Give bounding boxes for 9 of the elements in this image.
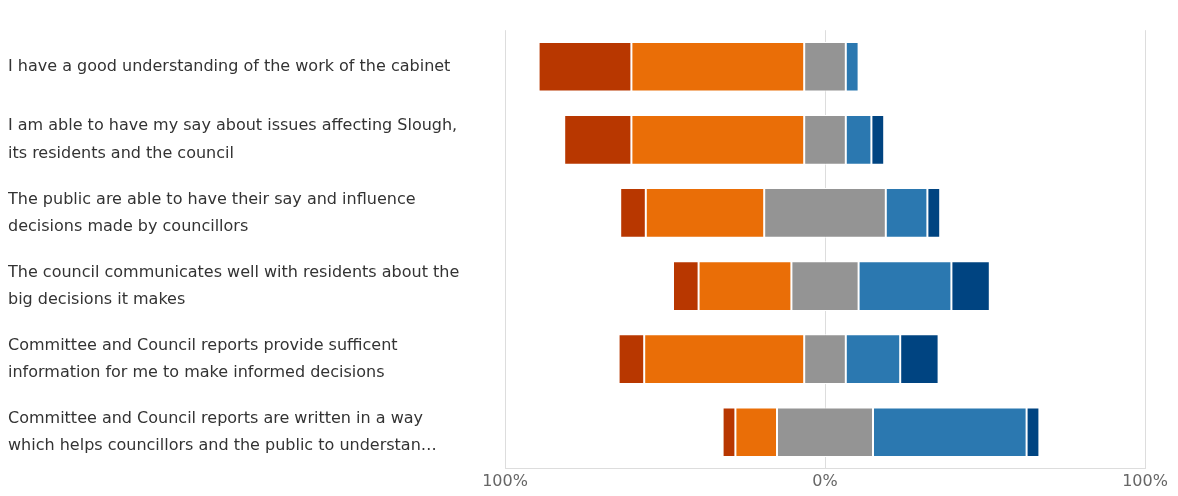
x-tick-label: 0% [812,470,838,490]
y-tick-label: Committee and Council reports are written in a way which helps councillors and the public to understan… [8,407,437,455]
x-tick-label: 100% [482,470,528,490]
x-tick-label: 100% [1122,470,1168,490]
y-tick-label: I am able to have my say about issues affecting Slough, its residents and the council [8,115,458,162]
y-tick-label: The council communicates well with residents about the big decisions it makes [7,261,460,308]
y-tick-label: Committee and Council reports provide sufficent information for me to make informed decisions [8,334,398,381]
y-tick-label: I have a good understanding of the work of the cabinet [8,55,451,75]
y-tick-label: The public are able to have their say and influence decisions made by councillors [7,188,416,235]
